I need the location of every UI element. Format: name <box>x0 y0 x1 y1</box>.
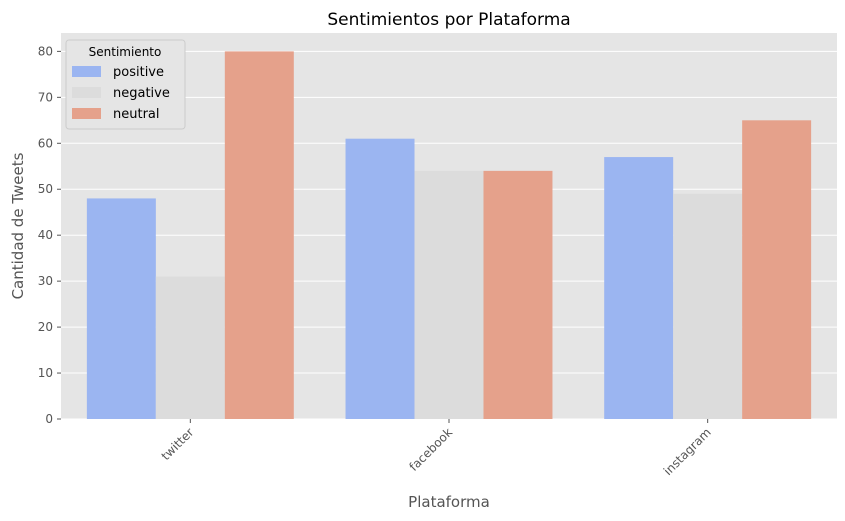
bar-positive-facebook <box>345 138 415 419</box>
y-tick-label: 70 <box>38 90 53 104</box>
chart-title: Sentimientos por Plataforma <box>327 10 570 30</box>
y-axis-ticks: 0 10 20 30 40 50 60 70 80 <box>38 44 61 426</box>
bar-neutral-facebook <box>483 170 553 419</box>
y-tick-label: 0 <box>45 412 53 426</box>
legend-swatch-positive <box>72 66 101 77</box>
y-tick-label: 80 <box>38 44 53 58</box>
x-axis-ticks: twitter facebook instagram <box>159 419 714 478</box>
bars <box>86 51 812 420</box>
y-tick-label: 10 <box>38 366 53 380</box>
bar-negative-twitter <box>155 276 225 419</box>
x-tick-label: instagram <box>661 425 714 478</box>
legend-title: Sentimiento <box>89 45 162 59</box>
legend-label-negative: negative <box>113 86 170 101</box>
y-tick-label: 30 <box>38 274 53 288</box>
x-tick-label: twitter <box>159 425 197 463</box>
legend-swatch-neutral <box>72 108 101 119</box>
legend-frame <box>65 39 186 130</box>
legend: Sentimiento positive negative neutral <box>65 39 186 130</box>
bar-negative-instagram <box>673 193 743 419</box>
legend-label-positive: positive <box>113 65 164 80</box>
x-axis-label: Plataforma <box>408 493 490 511</box>
y-tick-label: 60 <box>38 136 53 150</box>
y-tick-label: 40 <box>38 228 53 242</box>
legend-label-neutral: neutral <box>113 107 160 122</box>
legend-items: positive negative neutral <box>72 65 170 122</box>
y-tick-label: 20 <box>38 320 53 334</box>
bar-neutral-twitter <box>224 51 294 419</box>
y-axis-label: Cantidad de Tweets <box>9 152 27 299</box>
bar-positive-twitter <box>86 198 156 419</box>
bar-negative-facebook <box>414 170 484 419</box>
x-tick-label: facebook <box>406 425 455 474</box>
legend-swatch-negative <box>72 87 101 98</box>
y-tick-label: 50 <box>38 182 53 196</box>
bar-positive-instagram <box>604 157 674 420</box>
bar-neutral-instagram <box>742 120 812 420</box>
